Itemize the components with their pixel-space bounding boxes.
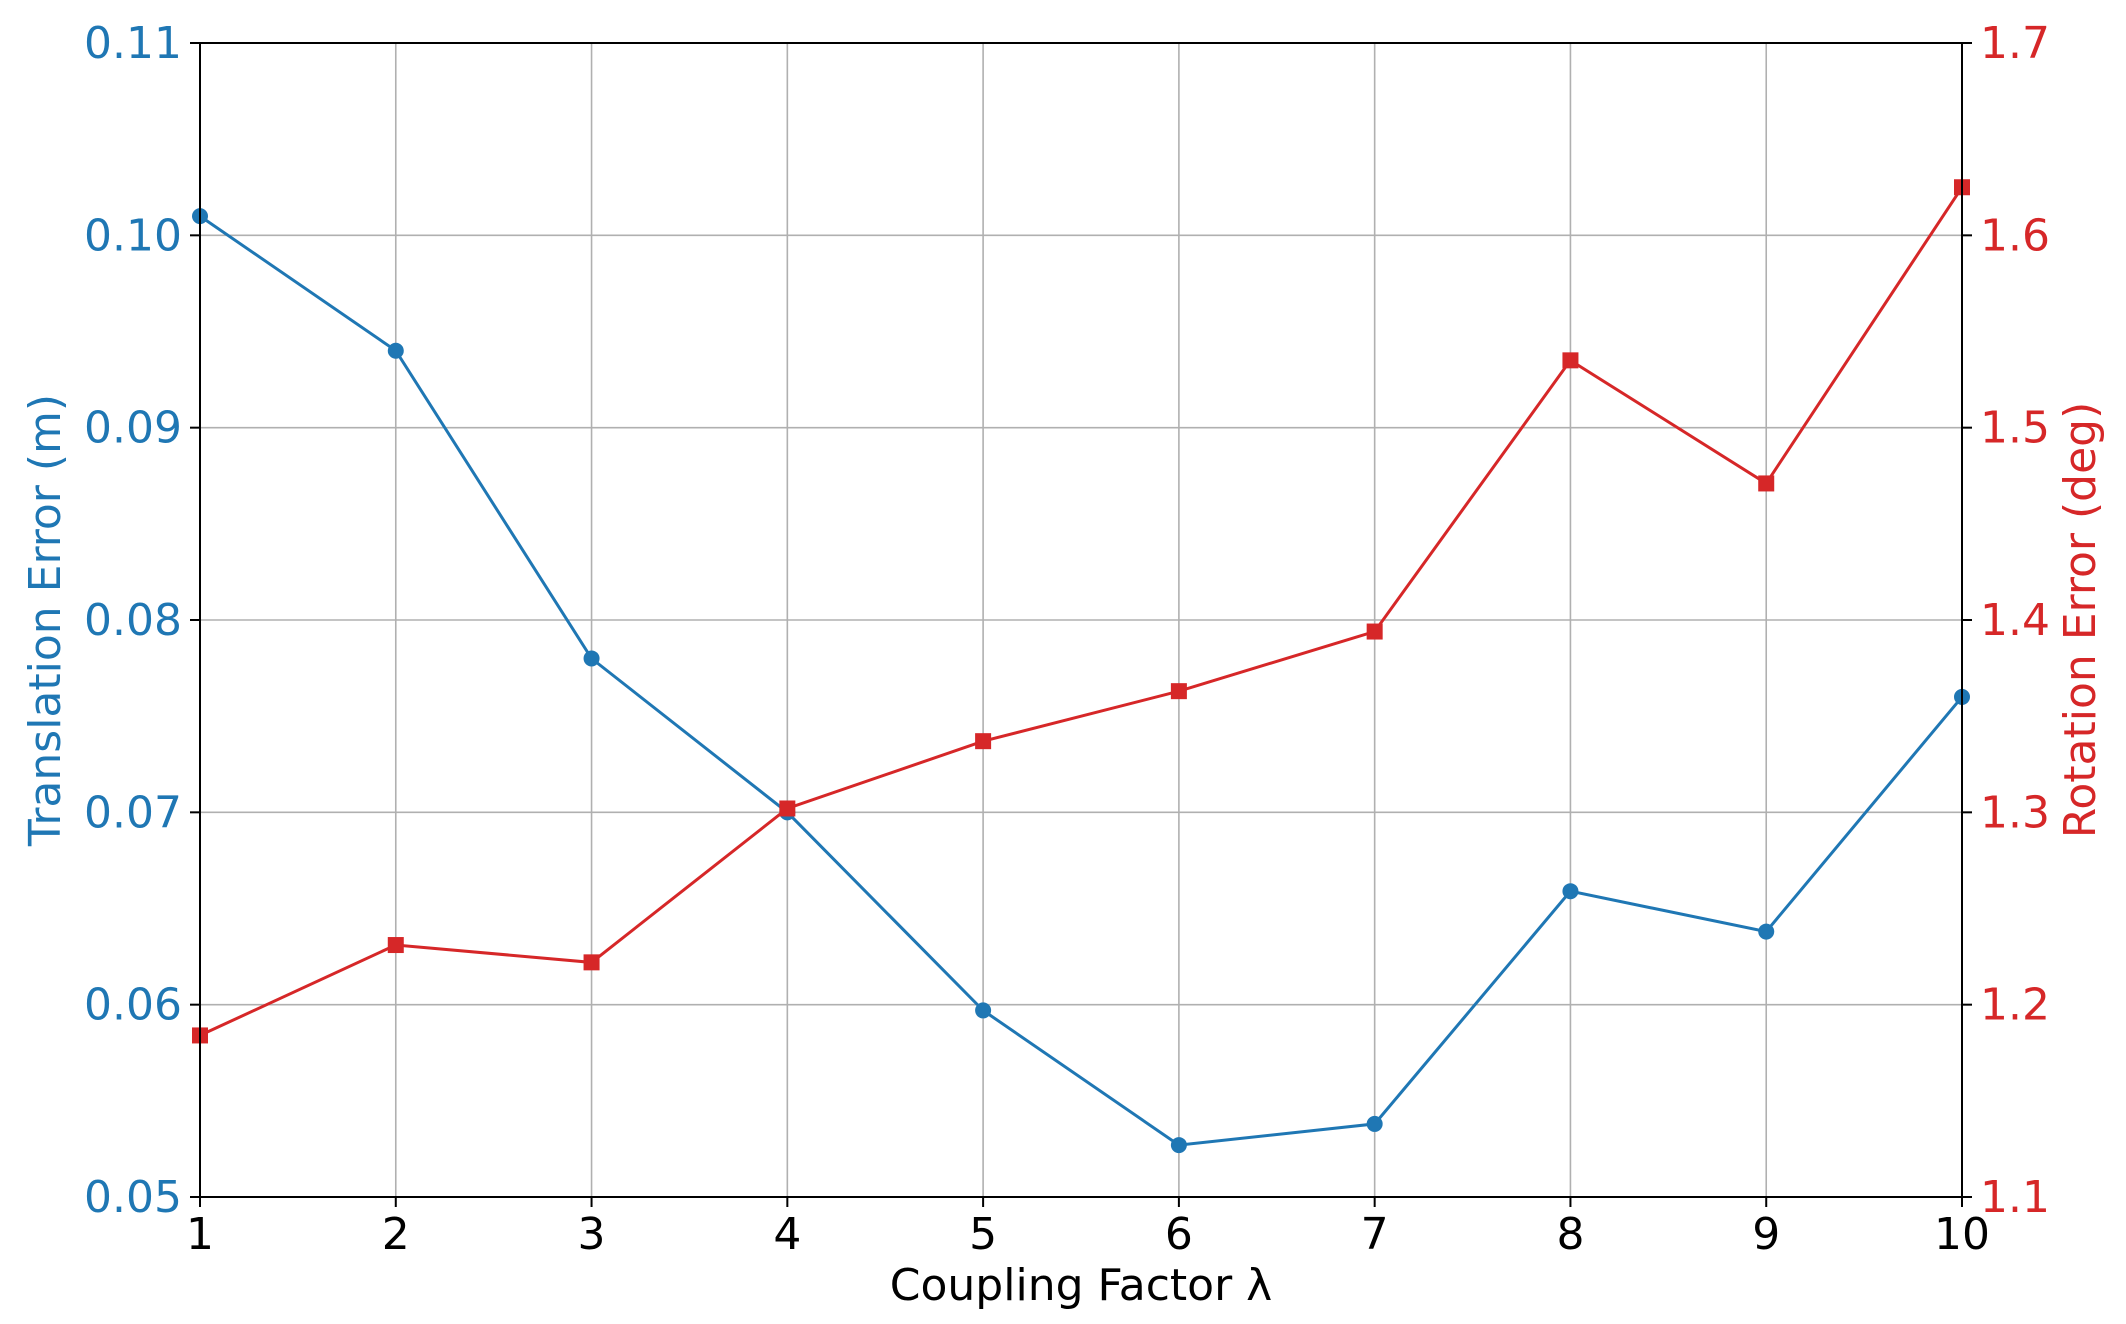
right-y-tick-label: 1.5 (1980, 403, 2050, 454)
series-point-left (975, 1002, 992, 1019)
right-y-tick-label: 1.6 (1980, 210, 2050, 261)
series-point-left (1170, 1137, 1187, 1154)
left-y-tick-label: 0.10 (84, 210, 182, 261)
x-tick-label: 4 (773, 1209, 801, 1260)
x-tick-label: 10 (1934, 1209, 1990, 1260)
series-point-right (975, 733, 992, 750)
series-point-right (779, 800, 796, 817)
x-axis-label: Coupling Factor λ (890, 1260, 1272, 1311)
x-tick-label: 1 (186, 1209, 214, 1260)
series-line-right (199, 186, 1964, 1037)
grid-lines (199, 42, 1963, 1198)
series-point-right (1366, 623, 1383, 640)
right-y-axis-label: Rotation Error (deg) (2055, 402, 2106, 839)
left-y-axis-label: Translation Error (m) (20, 394, 71, 847)
left-y-axis-ticks: 0.05 0.06 0.07 0.08 0.09 0.10 0.11 (84, 18, 200, 1223)
right-y-tick-label: 1.1 (1980, 1172, 2050, 1223)
right-y-axis-ticks: 1.1 1.2 1.3 1.4 1.5 1.6 1.7 (1962, 18, 2050, 1223)
series-point-left (387, 342, 404, 359)
series-right (192, 179, 1970, 1044)
series-point-left (1758, 923, 1775, 940)
series-lines (192, 179, 1970, 1154)
series-point-left (1562, 883, 1579, 900)
right-y-tick-label: 1.2 (1980, 980, 2050, 1031)
x-tick-label: 3 (578, 1209, 606, 1260)
x-tick-label: 2 (382, 1209, 410, 1260)
series-left (192, 208, 1970, 1154)
left-y-tick-label: 0.05 (84, 1172, 182, 1223)
series-point-left (583, 650, 600, 667)
left-y-tick-label: 0.08 (84, 595, 182, 646)
series-point-right (1758, 475, 1775, 492)
series-point-right (387, 937, 404, 954)
series-line-left (199, 214, 1964, 1147)
series-point-right (583, 954, 600, 971)
series-point-right (1170, 683, 1187, 700)
left-y-tick-label: 0.06 (84, 980, 182, 1031)
left-y-tick-label: 0.09 (84, 403, 182, 454)
left-y-tick-label: 0.11 (84, 18, 182, 69)
x-tick-label: 6 (1165, 1209, 1193, 1260)
x-tick-label: 7 (1361, 1209, 1389, 1260)
x-tick-label: 5 (969, 1209, 997, 1260)
right-y-tick-label: 1.4 (1980, 595, 2050, 646)
left-y-tick-label: 0.07 (84, 787, 182, 838)
right-y-tick-label: 1.7 (1980, 18, 2050, 69)
x-axis-ticks: 1 2 3 4 5 6 7 8 9 10 (186, 1197, 1990, 1260)
right-y-tick-label: 1.3 (1980, 787, 2050, 838)
series-point-left (1366, 1115, 1383, 1132)
x-tick-label: 9 (1752, 1209, 1780, 1260)
x-tick-label: 8 (1556, 1209, 1584, 1260)
series-point-right (1562, 352, 1579, 369)
